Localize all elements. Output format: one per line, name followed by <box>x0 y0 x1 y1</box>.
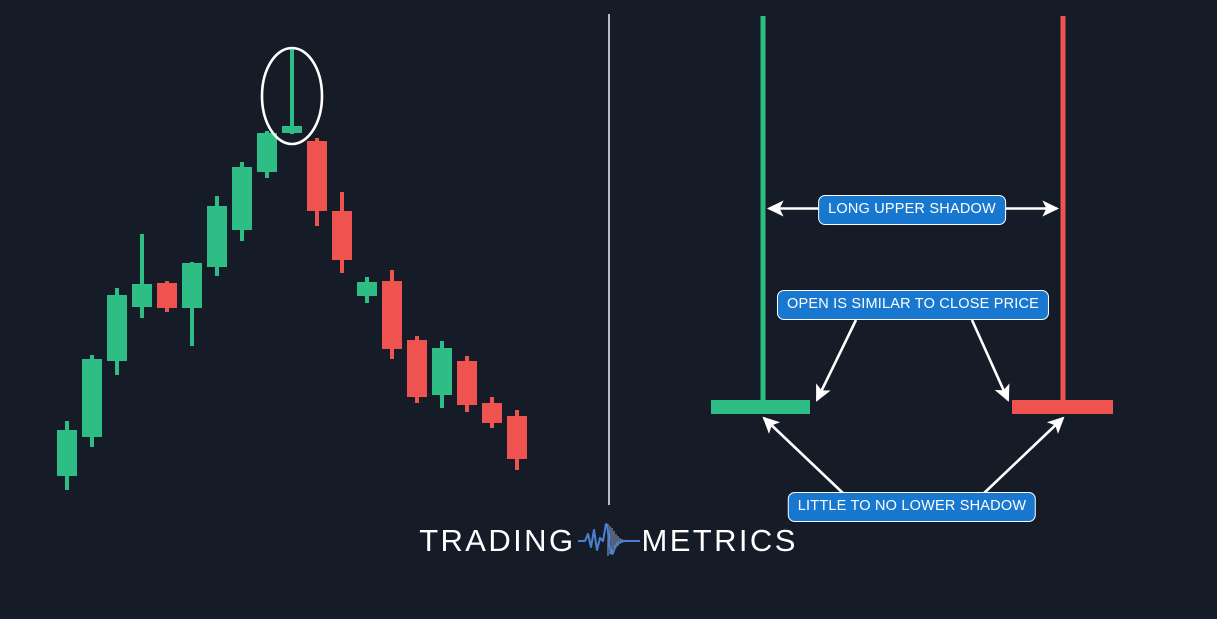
candle-body <box>357 282 377 296</box>
candle-body <box>432 348 452 395</box>
open-close-arrow-to-bullish-body <box>815 319 858 402</box>
schematic-upper-shadow <box>1060 16 1066 414</box>
candle-10-inverted-hammer-bullish <box>282 48 302 134</box>
schematic-body <box>711 400 810 414</box>
candle-6-bullish <box>182 262 202 346</box>
candle-body <box>407 340 427 397</box>
candle-3-bullish <box>107 288 127 375</box>
price-series-chart <box>57 48 527 490</box>
candle-body <box>107 295 127 361</box>
candle-14-bearish <box>382 270 402 359</box>
candle-12-bearish <box>332 192 352 273</box>
candle-body <box>332 211 352 260</box>
badge-little-to-no-lower-shadow[interactable]: LITTLE TO NO LOWER SHADOW <box>787 492 1037 522</box>
candle-2-bullish <box>82 355 102 447</box>
candle-body <box>482 403 502 423</box>
lower-shadow-arrow-to-bullish-body <box>762 416 847 497</box>
candle-17-bearish <box>457 356 477 412</box>
candle-body <box>282 126 302 133</box>
candle-19-bearish <box>507 410 527 470</box>
candle-13-bullish <box>357 277 377 303</box>
candle-5-bearish <box>157 281 177 312</box>
brand-logo[interactable]: TRADING METRICS <box>0 520 1217 560</box>
candle-wick <box>140 234 144 318</box>
candle-body <box>382 281 402 349</box>
candle-18-bearish <box>482 397 502 428</box>
bullish-inverted-hammer <box>711 16 810 414</box>
bearish-inverted-hammer <box>1012 16 1113 414</box>
candle-body <box>232 167 252 230</box>
candle-body <box>207 206 227 267</box>
badge-long-upper-shadow[interactable]: LONG UPPER SHADOW <box>818 195 1006 225</box>
candle-16-bullish <box>432 341 452 408</box>
pulse-wave-icon <box>577 522 640 556</box>
candle-body <box>132 284 152 307</box>
candle-body <box>507 416 527 459</box>
candle-body <box>457 361 477 405</box>
candle-body <box>157 283 177 308</box>
candle-15-bearish <box>407 336 427 403</box>
schematic-upper-shadow <box>760 16 766 414</box>
candle-wick <box>290 48 294 134</box>
candle-9-bullish <box>257 131 277 178</box>
candle-7-bullish <box>207 196 227 276</box>
candle-1-bullish <box>57 421 77 490</box>
badge-open-is-similar-to-close-price[interactable]: OPEN IS SIMILAR TO CLOSE PRICE <box>776 290 1050 320</box>
brand-word-right: METRICS <box>641 522 798 558</box>
candle-8-bullish <box>232 162 252 241</box>
open-close-arrow-to-bearish-body <box>970 319 1010 402</box>
inverted-hammer-schematic <box>711 16 1113 414</box>
candle-4-bullish <box>132 234 152 318</box>
schematic-body <box>1012 400 1113 414</box>
candle-body <box>257 133 277 172</box>
candle-body <box>182 263 202 308</box>
candle-body <box>57 430 77 476</box>
candle-body <box>307 141 327 211</box>
annotation-arrows <box>762 200 1065 497</box>
lower-shadow-arrow-to-bearish-body <box>980 416 1065 497</box>
candle-11-bearish <box>307 138 327 226</box>
inverted-hammer-highlight-ellipse <box>260 46 324 146</box>
brand-word-left: TRADING <box>419 522 576 558</box>
candle-body <box>82 359 102 437</box>
